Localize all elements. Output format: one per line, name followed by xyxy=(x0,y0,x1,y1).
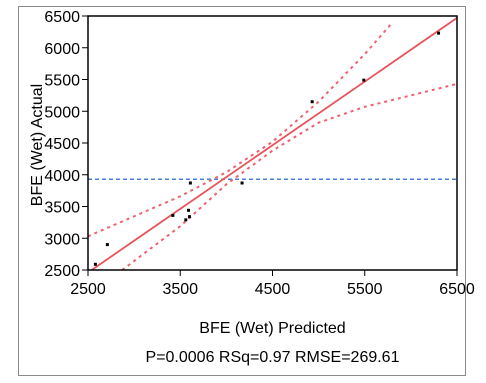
confidence-upper-curve xyxy=(88,22,393,238)
x-axis-title: BFE (Wet) Predicted xyxy=(199,320,345,337)
data-point xyxy=(184,218,188,222)
y-tick-label: 4500 xyxy=(44,136,80,153)
data-point xyxy=(105,243,109,247)
y-axis: 2500 3000 3500 4000 4500 5000 5500 6000 6500 xyxy=(44,9,88,280)
data-point xyxy=(310,100,314,104)
x-tick-label: 3500 xyxy=(162,281,198,298)
fit-line xyxy=(90,17,457,270)
y-tick-label: 2500 xyxy=(44,263,80,280)
data-point xyxy=(188,181,192,185)
data-point xyxy=(362,78,366,82)
data-point xyxy=(240,181,244,185)
y-tick-label: 3000 xyxy=(44,231,80,248)
data-point xyxy=(93,262,97,266)
y-tick-label: 6500 xyxy=(44,9,80,26)
confidence-lower-curve xyxy=(121,82,457,270)
data-point xyxy=(437,31,441,35)
point-layer xyxy=(93,31,441,266)
y-axis-title: BFE (Wet) Actual xyxy=(29,84,46,206)
plot-background xyxy=(88,16,457,270)
y-tick-label: 5500 xyxy=(44,73,80,90)
y-tick-label: 3500 xyxy=(44,200,80,217)
y-tick-label: 6000 xyxy=(44,41,80,58)
data-point xyxy=(187,215,191,219)
chart-frame xyxy=(18,6,466,376)
x-tick-label: 2500 xyxy=(70,281,106,298)
x-tick-label: 5500 xyxy=(347,281,383,298)
curve-layer xyxy=(88,17,457,270)
x-tick-label: 6500 xyxy=(439,281,475,298)
data-point xyxy=(187,208,191,212)
fit-statistics: P=0.0006 RSq=0.97 RMSE=269.61 xyxy=(146,349,400,366)
x-axis: 2500 3500 4500 5500 6500 xyxy=(70,270,475,298)
y-tick-label: 4000 xyxy=(44,168,80,185)
data-point xyxy=(171,213,175,217)
y-tick-label: 5000 xyxy=(44,104,80,121)
plot-area xyxy=(88,16,457,270)
x-tick-label: 4500 xyxy=(255,281,291,298)
